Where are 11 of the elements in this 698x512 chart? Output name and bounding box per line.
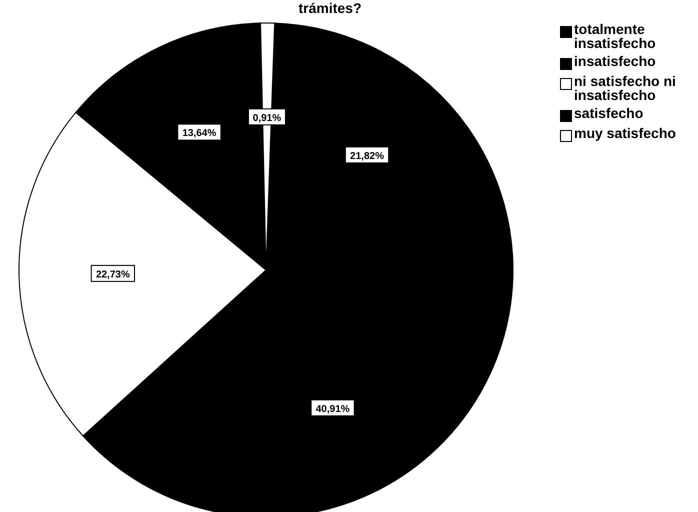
data-label: 21,82% xyxy=(350,150,384,162)
data-label: 40,91% xyxy=(316,404,350,415)
legend-label: muy satisfecho xyxy=(574,125,676,141)
data-label: 13,64% xyxy=(182,128,216,140)
legend-label: satisfecho xyxy=(574,105,644,121)
data-label: 22,73% xyxy=(96,269,130,280)
chart-title: trámites? xyxy=(297,0,363,16)
legend-label: totalmente insatisfecho xyxy=(574,21,657,51)
legend-label: ni satisfecho ni insatisfecho xyxy=(574,73,677,103)
data-label: 0,91% xyxy=(252,112,282,124)
legend-label: insatisfecho xyxy=(574,53,656,69)
